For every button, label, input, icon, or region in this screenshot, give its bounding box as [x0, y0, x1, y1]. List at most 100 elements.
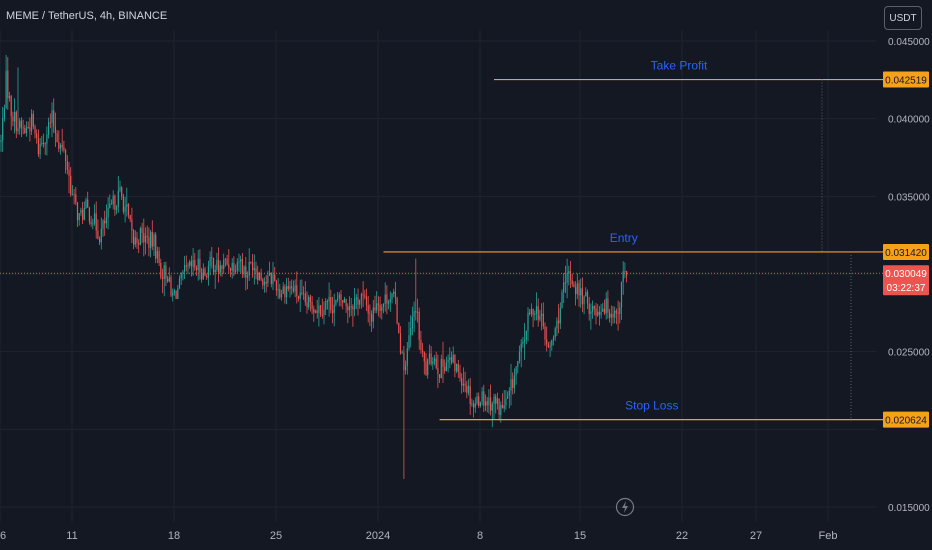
candle	[279, 283, 281, 300]
time-axis[interactable]: 6 11 18 25 2024 8 15 22 27 Feb	[0, 530, 837, 542]
candle	[46, 126, 48, 156]
candle	[167, 275, 169, 283]
candle	[491, 401, 493, 428]
level-stop-loss[interactable]: Stop Loss 0.020624	[439, 399, 929, 428]
candle	[355, 294, 357, 310]
candle	[280, 289, 283, 301]
candle	[561, 289, 563, 309]
candle	[552, 335, 555, 346]
candle	[92, 218, 94, 230]
candle	[379, 296, 381, 319]
candle	[201, 267, 203, 283]
candle	[384, 282, 386, 312]
candle	[427, 358, 429, 379]
candle	[7, 57, 9, 110]
candle	[569, 261, 572, 288]
candle	[29, 117, 31, 142]
candle	[420, 330, 422, 354]
candle	[274, 266, 276, 282]
candle	[303, 286, 305, 300]
candle	[605, 292, 607, 320]
level-entry[interactable]: Entry 0.031420	[383, 231, 930, 260]
candle	[141, 222, 143, 244]
candle	[243, 265, 245, 278]
candle	[163, 261, 165, 297]
candle	[454, 354, 456, 378]
candle	[20, 117, 22, 137]
candle	[566, 258, 568, 299]
candle	[405, 360, 407, 375]
candle	[2, 106, 4, 152]
candle	[320, 304, 322, 317]
candle	[48, 117, 50, 139]
candle	[410, 315, 412, 348]
time-tick-label: 15	[574, 530, 586, 542]
candle	[575, 281, 577, 306]
candle	[488, 389, 490, 414]
candle	[119, 180, 121, 193]
candle	[235, 264, 237, 275]
candle	[309, 294, 311, 312]
candle	[12, 111, 14, 127]
candle	[68, 161, 70, 194]
level-price-tag: 0.020624	[883, 411, 929, 428]
candle	[580, 278, 582, 308]
level-price-tag: 0.042519	[883, 71, 929, 88]
candle	[228, 249, 230, 274]
candle	[51, 102, 53, 138]
candle	[367, 295, 369, 323]
candle	[107, 197, 109, 230]
candle	[153, 232, 155, 256]
candle	[607, 290, 609, 319]
candle	[558, 304, 560, 334]
candle	[620, 281, 623, 320]
candle	[148, 227, 150, 257]
candle	[435, 351, 437, 370]
candle	[124, 196, 126, 223]
candle	[85, 197, 87, 209]
candle	[14, 98, 16, 134]
candle	[503, 390, 505, 413]
candle	[547, 341, 549, 348]
candle	[195, 265, 198, 276]
level-take-profit[interactable]: Take Profit 0.042519	[494, 59, 929, 88]
candle	[449, 347, 451, 368]
candle	[481, 387, 483, 406]
candle	[117, 175, 119, 213]
candle	[180, 272, 182, 285]
candle	[486, 396, 488, 413]
candle	[337, 291, 339, 303]
candle	[90, 215, 92, 227]
price-axis[interactable]: 0.015000 0.025000 0.035000 0.040000 0.045000…	[883, 37, 930, 514]
candle	[139, 226, 141, 246]
candle	[158, 247, 160, 267]
candle	[292, 280, 294, 294]
candle	[221, 264, 223, 277]
candle	[619, 302, 621, 324]
candle	[403, 345, 405, 480]
lightning-icon[interactable]	[615, 497, 635, 517]
currency-button[interactable]: USDT	[884, 6, 922, 30]
candle	[369, 304, 371, 327]
candle	[255, 261, 257, 280]
candle	[199, 249, 201, 280]
candle	[282, 282, 284, 295]
candle	[473, 400, 475, 418]
candle	[296, 271, 298, 304]
candle	[597, 304, 599, 317]
candle	[105, 204, 107, 229]
candle	[333, 293, 335, 327]
candle	[422, 342, 424, 358]
candle	[326, 299, 328, 310]
candle	[603, 299, 606, 315]
candle	[185, 255, 187, 272]
candle	[408, 321, 410, 351]
candle	[364, 289, 366, 300]
time-tick-label: 11	[66, 530, 77, 542]
candle	[622, 261, 624, 295]
candle	[284, 284, 286, 304]
symbol-title: MEME / TetherUS, 4h, BINANCE	[6, 10, 168, 22]
candle	[177, 284, 179, 300]
